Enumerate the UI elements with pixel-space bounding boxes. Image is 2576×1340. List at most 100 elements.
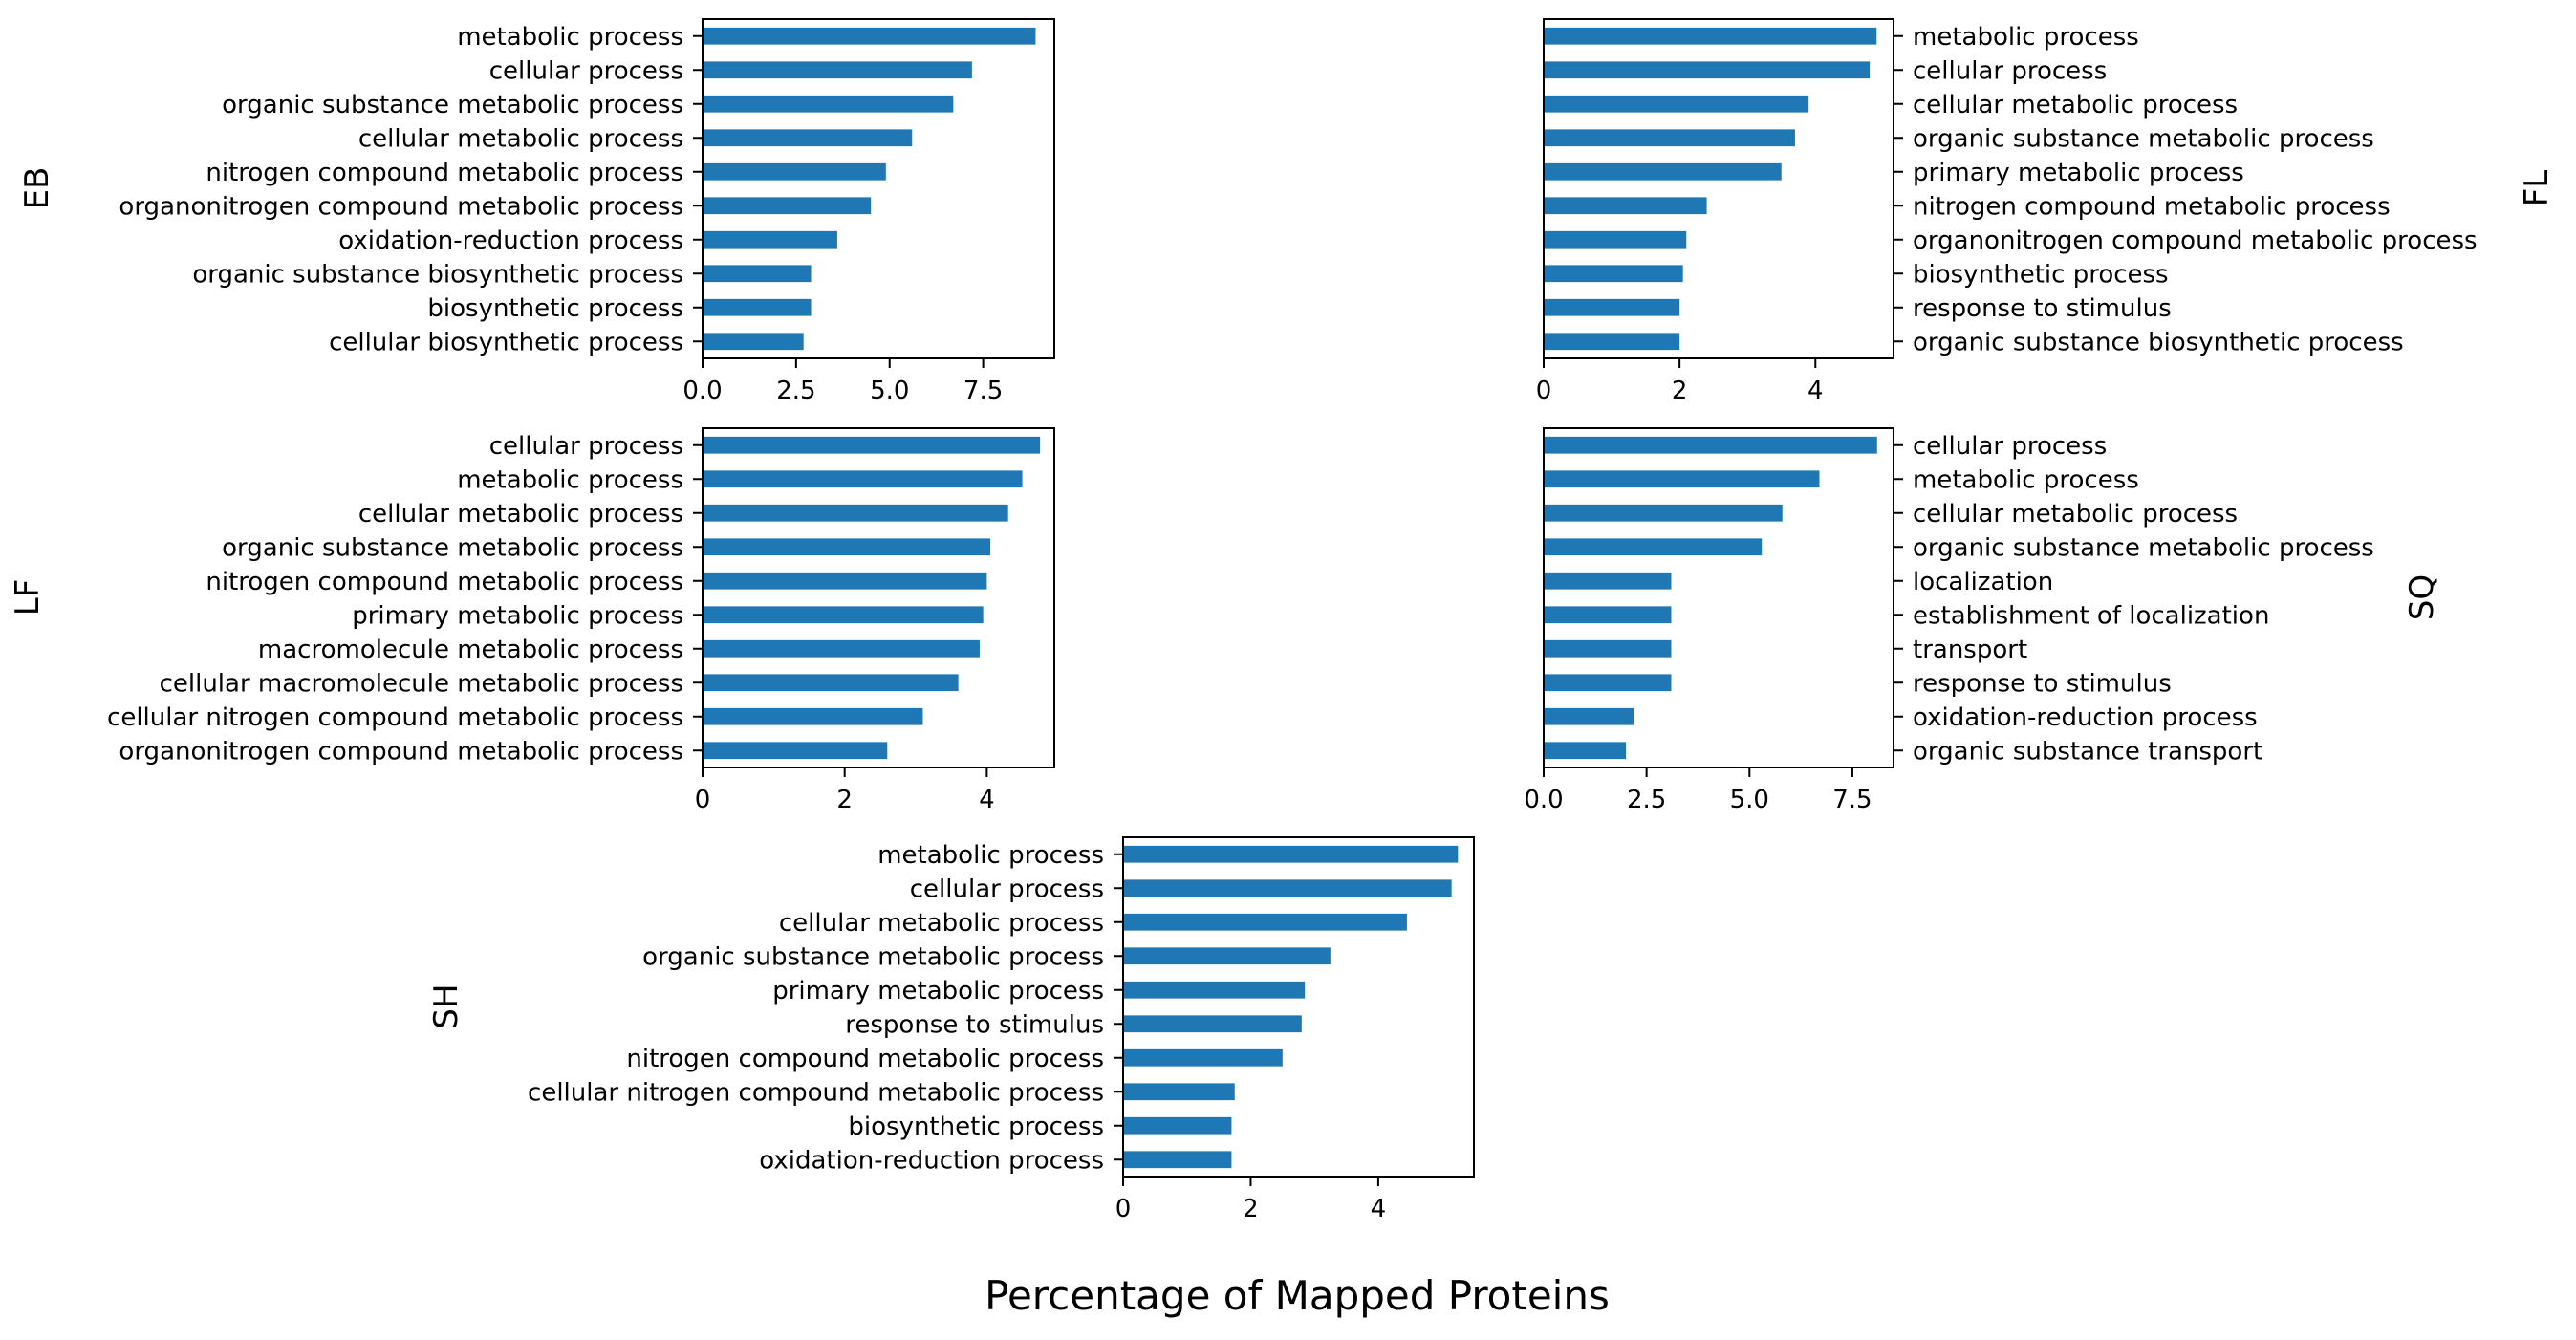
bar-sh-2 (1123, 879, 1452, 897)
bar-fl-7 (1544, 230, 1687, 249)
panel-ylabel-eb: EB (18, 167, 56, 210)
bar-sh-1 (1123, 845, 1459, 863)
category-label: organic substance metabolic process (1913, 124, 2374, 153)
category-label: organic substance biosynthetic process (192, 260, 683, 289)
chart-panel-lf: cellular process metabolic process cellula… (9, 427, 1055, 814)
category-label: nitrogen compound metabolic process (206, 568, 683, 596)
category-label: metabolic process (1913, 23, 2139, 52)
xtick-label: 4 (1808, 377, 1824, 405)
bar-sh-7 (1123, 1048, 1283, 1067)
axes-frame-sq (1543, 427, 1894, 768)
category-label: organic substance metabolic process (222, 91, 683, 119)
category-label: metabolic process (877, 841, 1104, 870)
category-label: organic substance metabolic process (222, 533, 683, 562)
bar-sh-5 (1123, 981, 1306, 999)
bar-fl-2 (1544, 61, 1871, 79)
bar-lf-4 (703, 538, 991, 556)
category-label: primary metabolic process (1913, 159, 2244, 187)
bar-sq-10 (1544, 742, 1627, 760)
chart-panel-fl: metabolic process cellular process cellula… (1536, 18, 2556, 405)
category-label: cellular process (1913, 432, 2107, 461)
category-label: oxidation-reduction process (759, 1146, 1104, 1175)
xtick-label: 0.0 (682, 377, 722, 405)
bar-sh-10 (1123, 1151, 1232, 1169)
category-label: biosynthetic process (848, 1113, 1104, 1141)
category-label: primary metabolic process (352, 601, 683, 630)
bar-eb-8 (703, 265, 812, 283)
xtick-label: 0 (695, 786, 711, 814)
category-label: organonitrogen compound metabolic proces… (1913, 227, 2478, 255)
xtick-label: 0 (1115, 1195, 1132, 1223)
bar-sq-6 (1544, 606, 1672, 624)
category-label: cellular process (910, 875, 1104, 903)
category-label: response to stimulus (1913, 669, 2172, 698)
bar-fl-10 (1544, 333, 1680, 351)
axes-frame-sh (1122, 836, 1475, 1178)
category-label: cellular process (1913, 56, 2107, 85)
bar-sh-8 (1123, 1083, 1235, 1101)
bar-sq-5 (1544, 572, 1672, 590)
xtick-label: 5.0 (1730, 786, 1769, 814)
bar-fl-8 (1544, 265, 1683, 283)
category-label: biosynthetic process (1913, 260, 2169, 289)
bar-lf-2 (703, 470, 1023, 488)
chart-panel-eb: metabolic process cellular process organic… (18, 18, 1055, 405)
bar-eb-2 (703, 61, 972, 79)
xtick-label: 2.5 (1627, 786, 1666, 814)
bar-sq-2 (1544, 470, 1820, 488)
category-label: response to stimulus (1913, 294, 2172, 323)
axes-frame-eb (702, 18, 1055, 359)
bar-sq-1 (1544, 436, 1877, 454)
category-label: localization (1913, 568, 2053, 596)
bar-eb-3 (703, 95, 954, 113)
bar-lf-5 (703, 572, 987, 590)
bar-sq-4 (1544, 538, 1763, 556)
category-label: cellular metabolic process (1913, 500, 2238, 529)
category-label: macromolecule metabolic process (258, 636, 683, 664)
bar-fl-3 (1544, 95, 1809, 113)
bar-sh-3 (1123, 913, 1407, 931)
xtick-label: 5.0 (870, 377, 909, 405)
xtick-label: 4 (1371, 1195, 1387, 1223)
bar-fl-6 (1544, 197, 1707, 215)
category-label: transport (1913, 636, 2027, 664)
category-label: nitrogen compound metabolic process (1913, 192, 2391, 221)
xtick-label: 2 (1672, 377, 1688, 405)
category-label: cellular process (489, 56, 683, 85)
category-label: organic substance metabolic process (642, 942, 1104, 971)
bar-lf-3 (703, 504, 1008, 522)
panel-ylabel-sh: SH (427, 983, 465, 1028)
panel-ylabel-lf: LF (9, 579, 47, 616)
category-label: nitrogen compound metabolic process (206, 159, 683, 187)
xtick-label: 2.5 (776, 377, 815, 405)
category-label: organic substance transport (1913, 737, 2262, 766)
category-label: cellular macromolecule metabolic process (160, 669, 683, 698)
bar-sq-7 (1544, 639, 1672, 658)
category-label: metabolic process (457, 465, 683, 494)
category-label: cellular biosynthetic process (329, 328, 683, 357)
category-label: cellular nitrogen compound metabolic pro… (107, 703, 683, 732)
category-label: biosynthetic process (427, 294, 683, 323)
category-label: organonitrogen compound metabolic proces… (119, 192, 683, 221)
bar-sh-4 (1123, 947, 1331, 965)
bar-lf-6 (703, 606, 984, 624)
category-label: organic substance biosynthetic process (1913, 328, 2404, 357)
bar-lf-8 (703, 674, 959, 692)
category-label: metabolic process (457, 23, 683, 52)
bar-eb-10 (703, 333, 804, 351)
category-label: cellular process (489, 432, 683, 461)
category-label: oxidation-reduction process (338, 227, 683, 255)
category-label: organonitrogen compound metabolic proces… (119, 737, 683, 766)
bar-sh-9 (1123, 1116, 1232, 1135)
bar-eb-7 (703, 230, 837, 249)
bar-fl-9 (1544, 298, 1680, 316)
xtick-label: 0 (1536, 377, 1552, 405)
bar-fl-1 (1544, 27, 1877, 45)
xtick-label: 4 (979, 786, 995, 814)
xtick-label: 0.0 (1524, 786, 1563, 814)
bar-fl-4 (1544, 129, 1795, 147)
bar-sq-3 (1544, 504, 1783, 522)
bar-eb-5 (703, 162, 886, 181)
